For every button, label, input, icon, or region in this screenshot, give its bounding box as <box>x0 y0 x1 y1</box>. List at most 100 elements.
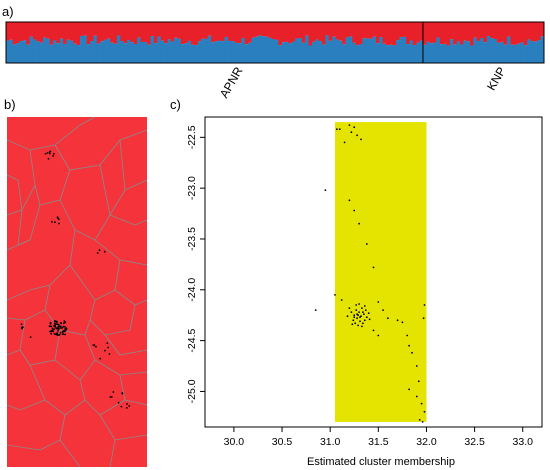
bar-cluster2-segment <box>49 22 54 45</box>
sample-point <box>57 326 59 329</box>
bar-cluster1-segment <box>433 42 437 63</box>
bar-cluster1-segment <box>311 41 316 63</box>
bar-cluster2-segment <box>9 22 14 40</box>
bar-cluster1-segment <box>66 39 71 63</box>
bar-cluster1-segment <box>251 37 256 63</box>
sample-point <box>64 328 67 331</box>
data-point <box>350 131 353 134</box>
bar-cluster1-segment <box>73 43 78 63</box>
bar-cluster1-segment <box>147 44 152 63</box>
bar-cluster1-segment <box>318 41 323 63</box>
bar-cluster1-segment <box>201 38 205 63</box>
sample-point <box>53 328 55 331</box>
bar-cluster2-segment <box>268 22 273 38</box>
voronoi-edge <box>69 259 121 301</box>
data-point <box>357 314 359 317</box>
bar-cluster1-segment <box>275 39 279 63</box>
bar-cluster2-segment <box>204 22 209 39</box>
bar-cluster2-segment <box>227 22 232 41</box>
bar-cluster2-segment <box>180 22 185 45</box>
data-point <box>336 128 338 131</box>
sample-point <box>61 331 64 333</box>
bar-cluster2-segment <box>66 22 71 40</box>
data-point <box>362 322 364 325</box>
sample-point <box>59 331 62 334</box>
sample-point <box>60 322 62 324</box>
data-point <box>338 128 341 131</box>
bar-cluster1-segment <box>32 39 37 63</box>
bar-cluster2-segment <box>6 22 10 41</box>
sample-point <box>120 405 123 408</box>
bar-cluster2-segment <box>130 22 135 43</box>
bar-cluster1-segment <box>26 44 31 63</box>
sample-point <box>21 326 24 329</box>
data-point <box>367 312 370 315</box>
bar-cluster1-segment <box>238 43 242 63</box>
bar-cluster1-segment <box>473 37 478 63</box>
sample-point <box>64 321 67 324</box>
bar-cluster1-segment <box>190 44 195 63</box>
bar-cluster2-segment <box>503 22 508 45</box>
sample-point <box>55 327 58 329</box>
data-point <box>417 380 420 383</box>
bar-cluster2-segment <box>86 22 91 45</box>
sample-point <box>64 329 67 332</box>
sample-point <box>54 221 56 224</box>
bar-cluster2-segment <box>396 22 400 41</box>
data-point <box>360 138 362 141</box>
data-point <box>353 314 356 317</box>
bar-cluster1-segment <box>332 36 337 63</box>
bar-cluster2-segment <box>251 22 256 38</box>
data-point <box>372 266 375 269</box>
bar-cluster1-segment <box>194 45 199 63</box>
bar-cluster2-segment <box>372 22 377 37</box>
bar-cluster2-segment <box>254 22 259 37</box>
bar-cluster1-segment <box>130 42 135 63</box>
cluster-domain-box <box>334 122 427 422</box>
bar-cluster1-segment <box>453 44 458 63</box>
bar-cluster1-segment <box>493 39 498 63</box>
data-point <box>368 318 371 321</box>
data-point <box>364 309 367 311</box>
bar-cluster1-segment <box>83 35 88 63</box>
bar-cluster2-segment <box>402 22 407 37</box>
sample-point <box>51 221 53 223</box>
bar-cluster1-segment <box>328 40 333 63</box>
sample-point <box>54 320 56 323</box>
voronoi-edge <box>109 439 116 467</box>
bar-cluster1-segment <box>291 41 296 63</box>
bar-cluster2-segment <box>470 22 474 46</box>
data-point <box>382 309 384 311</box>
data-point <box>355 309 358 311</box>
bar-cluster1-segment <box>140 41 145 63</box>
data-point <box>408 344 410 347</box>
bar-cluster2-segment <box>275 22 279 40</box>
bar-cluster2-segment <box>147 22 152 45</box>
sample-point <box>51 327 54 330</box>
bar-cluster1-segment <box>16 43 20 63</box>
bar-cluster1-segment <box>113 43 118 63</box>
bar-cluster2-segment <box>174 22 178 38</box>
voronoi-edge <box>54 129 147 171</box>
bar-cluster1-segment <box>513 44 518 63</box>
data-point <box>377 334 380 337</box>
sample-point <box>103 250 106 253</box>
bar-cluster1-segment <box>375 43 380 63</box>
bar-cluster2-segment <box>194 22 199 46</box>
sample-point <box>56 216 59 219</box>
sample-point <box>126 403 128 405</box>
bar-cluster1-segment <box>184 43 189 63</box>
bar-cluster1-segment <box>338 40 343 63</box>
bar-cluster2-segment <box>116 22 121 36</box>
bar-cluster1-segment <box>325 35 330 63</box>
bar-cluster1-segment <box>116 35 121 63</box>
group-label-knp: KNP <box>484 65 508 93</box>
data-point <box>361 325 363 328</box>
sample-point <box>50 330 53 333</box>
data-point <box>353 209 356 212</box>
bar-cluster2-segment <box>241 22 246 38</box>
bar-cluster1-segment <box>106 38 111 63</box>
sample-point <box>58 333 61 336</box>
sample-point <box>49 321 52 324</box>
